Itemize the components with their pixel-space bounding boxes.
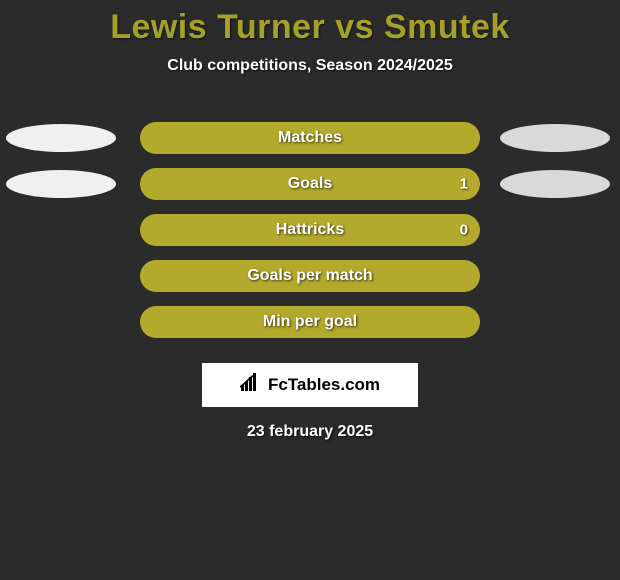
stat-row: Goals per match bbox=[0, 253, 620, 299]
stat-row: Matches bbox=[0, 115, 620, 161]
stat-row: Hattricks0 bbox=[0, 207, 620, 253]
stat-row: Min per goal bbox=[0, 299, 620, 345]
stat-bar: Hattricks0 bbox=[140, 214, 480, 246]
stat-bar: Matches bbox=[140, 122, 480, 154]
bar-chart: Matches Goals1 Hattricks0 Goals per match Mi… bbox=[0, 115, 620, 345]
stat-bar-fill bbox=[140, 260, 480, 292]
logo-box: FcTables.com bbox=[202, 363, 418, 407]
right-ellipse bbox=[500, 124, 610, 152]
left-ellipse bbox=[6, 170, 116, 198]
stat-row: Goals1 bbox=[0, 161, 620, 207]
stat-bar-fill bbox=[140, 122, 480, 154]
stat-value: 1 bbox=[460, 176, 468, 193]
date-text: 23 february 2025 bbox=[0, 423, 620, 441]
stat-bar: Goals per match bbox=[140, 260, 480, 292]
stat-bar-fill bbox=[140, 306, 480, 338]
stat-value: 0 bbox=[460, 222, 468, 239]
right-ellipse bbox=[500, 170, 610, 198]
stat-bar-fill bbox=[140, 168, 480, 200]
stat-bar: Goals1 bbox=[140, 168, 480, 200]
stat-bar: Min per goal bbox=[140, 306, 480, 338]
left-ellipse bbox=[6, 124, 116, 152]
page-title: Lewis Turner vs Smutek bbox=[0, 0, 620, 47]
page-subtitle: Club competitions, Season 2024/2025 bbox=[0, 57, 620, 75]
stat-bar-fill bbox=[140, 214, 480, 246]
logo-text: FcTables.com bbox=[268, 375, 380, 395]
chart-icon bbox=[240, 373, 262, 398]
